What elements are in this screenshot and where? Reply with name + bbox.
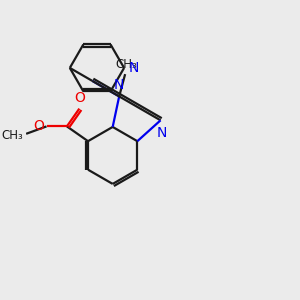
Text: CH₃: CH₃: [2, 129, 23, 142]
Text: N: N: [157, 126, 167, 140]
Text: N: N: [114, 78, 124, 92]
Text: CH₃: CH₃: [116, 58, 137, 71]
Text: N: N: [129, 61, 140, 75]
Text: O: O: [34, 119, 44, 133]
Text: O: O: [74, 92, 85, 105]
